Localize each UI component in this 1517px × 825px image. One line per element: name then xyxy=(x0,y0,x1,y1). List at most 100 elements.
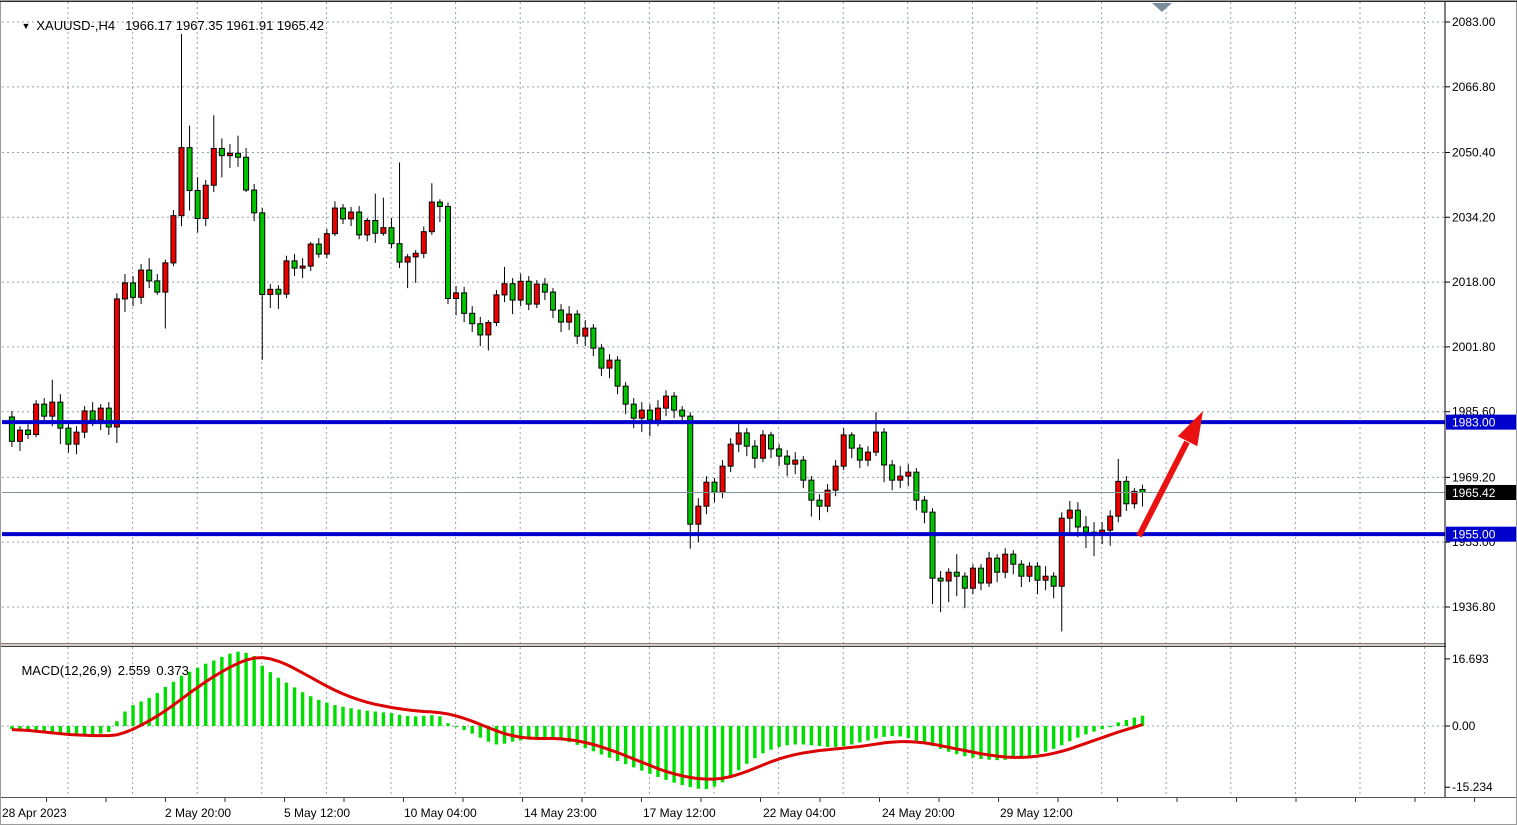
candle-bear xyxy=(509,283,516,301)
macd-bar xyxy=(737,726,741,771)
candle-bear xyxy=(89,410,96,421)
candle-bear xyxy=(130,282,137,298)
candle-bull xyxy=(49,401,56,417)
macd-bar xyxy=(115,721,119,726)
candle-bear xyxy=(146,269,153,282)
macd-bar xyxy=(914,726,919,741)
candle-bear xyxy=(525,280,532,305)
macd-bar xyxy=(486,726,491,742)
candle-bull xyxy=(348,211,355,220)
candle-bull xyxy=(824,489,831,507)
chart-shift-marker[interactable] xyxy=(1152,3,1172,12)
candle-bear xyxy=(105,407,112,428)
macd-bar xyxy=(607,726,612,758)
macd-bar xyxy=(801,726,806,745)
macd-tick-label: 16.693 xyxy=(1452,652,1489,666)
macd-bar xyxy=(527,726,531,740)
candle-bear xyxy=(1082,526,1089,533)
candle-bear xyxy=(929,511,936,579)
macd-bar xyxy=(874,726,878,739)
macd-bar xyxy=(26,726,30,731)
macd-bar xyxy=(995,726,999,761)
macd-bar xyxy=(551,726,555,739)
price-tick-label: 1936.80 xyxy=(1452,600,1496,614)
candle-bull xyxy=(202,184,209,219)
macd-bar xyxy=(236,651,240,726)
macd-bar xyxy=(212,660,216,726)
macd-name: MACD(12,26,9) xyxy=(21,663,112,678)
price-axis[interactable]: 2083.00 2066.80 2050.40 2034.20 2018.00 2001.… xyxy=(1444,0,1517,797)
candle-bull xyxy=(121,282,128,300)
candle-bear xyxy=(549,291,556,311)
symbol-dropdown-icon[interactable]: ▼ xyxy=(21,21,31,31)
macd-bar xyxy=(1076,726,1080,738)
price-tick-label: 2018.00 xyxy=(1452,275,1496,289)
candle-bear xyxy=(953,571,960,577)
macd-bar xyxy=(147,697,151,726)
macd-bar xyxy=(761,726,765,754)
macd-indicator-label: MACD(12,26,9) 2.559 0.373 xyxy=(7,648,188,693)
candle-bull xyxy=(832,465,839,491)
macd-bar xyxy=(1100,726,1104,730)
candle-bear xyxy=(275,288,282,295)
hline-price-tag-1955: 1955.00 xyxy=(1446,526,1516,542)
time-axis[interactable]: 28 Apr 2023 2 May 20:00 5 May 12:00 10 May … xyxy=(0,797,1517,821)
candle-bear xyxy=(315,243,322,255)
macd-bar xyxy=(1108,726,1112,728)
macd-bar xyxy=(99,726,103,734)
macd-bar xyxy=(599,726,604,755)
candle-bull xyxy=(485,322,492,336)
macd-bar xyxy=(559,726,563,741)
macd-bar xyxy=(971,726,975,758)
macd-bar xyxy=(567,726,571,743)
candle-bear xyxy=(1050,575,1057,587)
macd-bar xyxy=(696,726,701,789)
candle-bull xyxy=(113,298,120,428)
macd-bar xyxy=(494,726,499,745)
candle-bear xyxy=(41,403,48,417)
arrow-up-annotation[interactable] xyxy=(1136,411,1203,538)
macd-bar xyxy=(785,726,789,746)
candle-bear xyxy=(243,156,250,191)
macd-value: 2.559 xyxy=(117,663,151,678)
macd-bar xyxy=(922,726,927,744)
macd-bar xyxy=(518,726,523,741)
candle-bear xyxy=(8,416,15,442)
macd-bar xyxy=(430,715,434,726)
macd-bar xyxy=(1084,726,1088,735)
macd-bar xyxy=(373,711,378,726)
macd-bar xyxy=(309,696,313,726)
macd-bar xyxy=(187,671,192,726)
macd-bar xyxy=(381,712,386,726)
macd-bar xyxy=(882,726,886,737)
macd-bar xyxy=(745,726,749,764)
pane-splitter[interactable] xyxy=(0,643,1517,647)
candle-bear xyxy=(477,323,484,336)
time-tick-label: 22 May 04:00 xyxy=(763,806,836,820)
macd-bar xyxy=(615,726,620,761)
macd-bar xyxy=(462,726,466,731)
candle-bear xyxy=(388,227,395,245)
macd-bar xyxy=(74,726,79,736)
candle-bear xyxy=(913,471,920,501)
candle-bear xyxy=(937,577,944,582)
macd-bar xyxy=(1051,726,1056,749)
candle-bull xyxy=(178,147,185,217)
macd-bar xyxy=(1092,726,1096,732)
candle-bull xyxy=(412,252,419,258)
macd-bar xyxy=(946,726,951,752)
macd-bar xyxy=(890,726,894,737)
candle-bear xyxy=(614,359,621,387)
candle-bear xyxy=(590,327,597,349)
macd-bar xyxy=(470,726,474,734)
horizontal-lines[interactable] xyxy=(2,420,1445,537)
price-tick-label: 2083.00 xyxy=(1452,15,1496,29)
macd-bar xyxy=(1027,726,1032,757)
macd-bar xyxy=(664,726,668,780)
macd-bar xyxy=(155,693,159,726)
candle-bear xyxy=(574,313,581,337)
candle-bear xyxy=(444,205,451,299)
macd-bar xyxy=(163,687,168,726)
time-tick-label: 14 May 23:00 xyxy=(524,806,597,820)
